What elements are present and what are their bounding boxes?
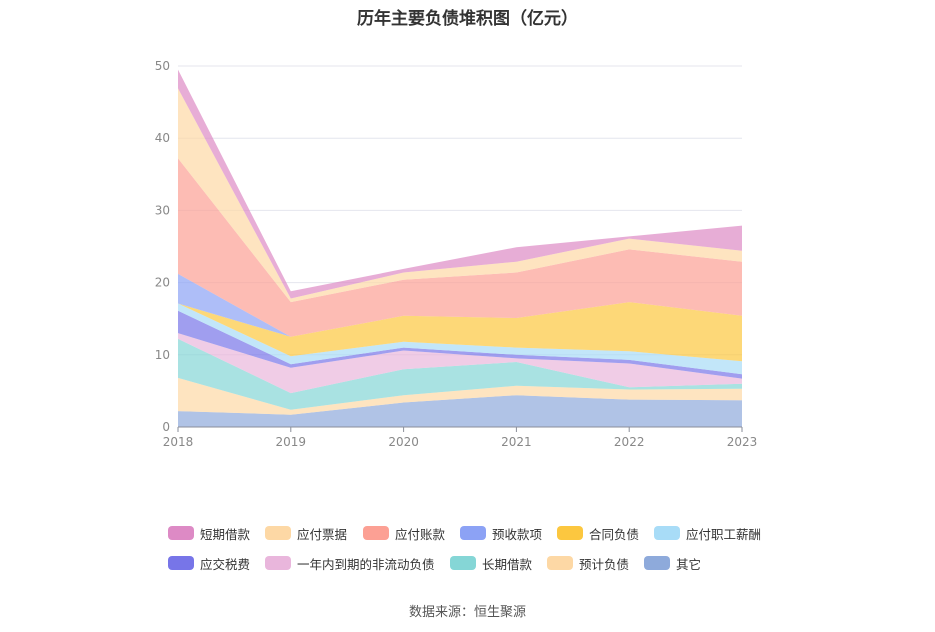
legend-label: 预计负债	[579, 556, 630, 572]
area-series-6	[178, 302, 742, 362]
legend-label: 应付职工薪酬	[686, 526, 762, 542]
y-tick-label: 10	[155, 348, 170, 362]
legend-swatch	[654, 526, 680, 540]
chart-title: 历年主要负债堆积图（亿元）	[357, 9, 578, 29]
legend-item[interactable]: 其它	[644, 554, 724, 573]
legend-swatch	[547, 556, 573, 570]
legend-label: 应付账款	[395, 526, 446, 542]
legend-label: 长期借款	[482, 556, 533, 572]
stacked-area-chart: 0 10 20 30 40 50 2018 2019 2020 2021 2022 2023	[155, 59, 758, 449]
legend-row: 应交税费 一年内到期的非流动负债 长期借款 预计负债 其它	[168, 548, 788, 578]
legend-swatch	[265, 526, 291, 540]
legend-label: 其它	[676, 556, 702, 572]
area-series-9	[178, 88, 742, 303]
x-tick-label: 2022	[614, 435, 645, 449]
area-series-8	[178, 158, 742, 337]
x-tick-label: 2020	[388, 435, 419, 449]
legend-swatch	[450, 556, 476, 570]
x-tick-label: 2023	[727, 435, 758, 449]
legend-swatch	[460, 526, 486, 540]
legend-label: 合同负债	[589, 526, 640, 542]
area-series-0	[178, 395, 742, 427]
legend-item[interactable]: 应付票据	[265, 524, 363, 543]
y-tick-label: 40	[155, 131, 170, 145]
x-tick-label: 2019	[276, 435, 307, 449]
legend-item[interactable]: 合同负债	[557, 524, 654, 543]
y-tick-label: 50	[155, 59, 170, 73]
y-tick-label: 30	[155, 203, 170, 217]
legend-swatch	[168, 556, 194, 570]
x-tick-label: 2018	[163, 435, 194, 449]
area-series-4	[178, 310, 742, 379]
area-series-10	[178, 69, 742, 299]
area-series-2	[178, 338, 742, 410]
x-tick-label: 2021	[501, 435, 532, 449]
legend-swatch	[363, 526, 389, 540]
legend-swatch	[168, 526, 194, 540]
legend-swatch	[644, 556, 670, 570]
legend-item[interactable]: 预收款项	[460, 524, 557, 543]
legend-label: 短期借款	[200, 526, 251, 542]
y-tick-label: 0	[162, 420, 170, 434]
legend-item[interactable]: 长期借款	[450, 554, 547, 573]
legend-item[interactable]: 短期借款	[168, 524, 265, 543]
y-tick-label: 20	[155, 276, 170, 290]
area-series-3	[178, 333, 742, 394]
legend-item[interactable]: 应付账款	[363, 524, 460, 543]
legend-label: 应交税费	[200, 556, 251, 572]
legend-swatch	[265, 556, 291, 570]
legend-row: 短期借款 应付票据 应付账款 预收款项 合同负债 应付职工薪酬	[168, 518, 788, 548]
legend-item[interactable]: 一年内到期的非流动负债	[265, 554, 450, 573]
legend-label: 预收款项	[492, 526, 543, 542]
chart-legend: 短期借款 应付票据 应付账款 预收款项 合同负债 应付职工薪酬 应交税费 一年内到期的非流动…	[168, 518, 788, 578]
legend-label: 应付票据	[297, 526, 348, 542]
area-series-5	[178, 303, 742, 375]
legend-item[interactable]: 应付职工薪酬	[654, 524, 774, 543]
area-series-1	[178, 377, 742, 415]
data-source-note: 数据来源：恒生聚源	[408, 605, 526, 620]
legend-label: 一年内到期的非流动负债	[297, 556, 435, 572]
legend-item[interactable]: 预计负债	[547, 554, 644, 573]
legend-item[interactable]: 应交税费	[168, 554, 265, 573]
legend-swatch	[557, 526, 583, 540]
